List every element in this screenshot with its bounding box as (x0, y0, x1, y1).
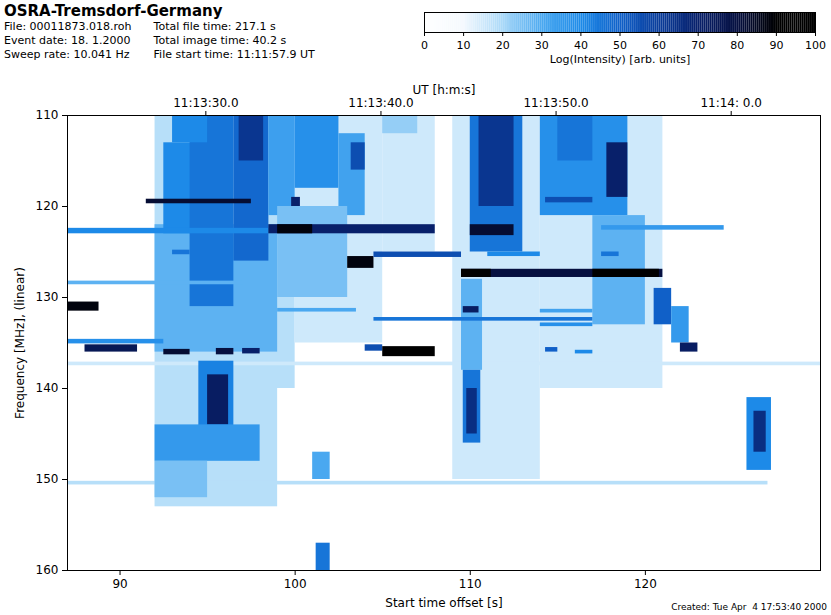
svg-text:90: 90 (769, 39, 783, 52)
svg-text:Frequency [MHz], (linear): Frequency [MHz], (linear) (13, 267, 27, 419)
svg-text:120: 120 (634, 577, 657, 591)
svg-text:20: 20 (496, 39, 510, 52)
svg-text:130: 130 (36, 290, 59, 304)
html-text:File: 00011873.018.roh Event d: File: 00011873.018.roh Event date: 18. 1… (4, 20, 132, 61)
svg-text:110: 110 (459, 577, 482, 591)
html-text:Created: Tue Apr 4 17:53:40 20: Created: Tue Apr 4 17:53:40 2000 (671, 602, 827, 612)
svg-text:60: 60 (652, 39, 666, 52)
svg-text:110: 110 (36, 108, 59, 122)
svg-text:11:13:30.0: 11:13:30.0 (173, 96, 238, 110)
svg-text:10: 10 (457, 39, 471, 52)
svg-text:0: 0 (421, 39, 428, 52)
svg-text:40: 40 (574, 39, 588, 52)
html-text:Total file time: 217.1 s Total: Total file time: 217.1 s Total image tim… (153, 20, 315, 61)
svg-text:70: 70 (691, 39, 705, 52)
svg-text:11:13:40.0: 11:13:40.0 (348, 96, 413, 110)
svg-text:11:13:50.0: 11:13:50.0 (523, 96, 588, 110)
svg-text:11:14: 0.0: 11:14: 0.0 (700, 96, 762, 110)
svg-text:100: 100 (284, 577, 307, 591)
svg-text:80: 80 (730, 39, 744, 52)
svg-text:Log(Intensity) [arb. units]: Log(Intensity) [arb. units] (550, 53, 690, 66)
svg-text:UT [h:m:s]: UT [h:m:s] (413, 83, 476, 97)
svg-text:Start time offset [s]: Start time offset [s] (385, 596, 502, 610)
svg-text:90: 90 (112, 577, 127, 591)
svg-text:50: 50 (613, 39, 627, 52)
svg-text:140: 140 (36, 381, 59, 395)
html-text:OSRA-Tremsdorf-Germany: OSRA-Tremsdorf-Germany (4, 2, 223, 20)
svg-text:160: 160 (36, 563, 59, 577)
svg-text:150: 150 (36, 472, 59, 486)
svg-text:120: 120 (36, 199, 59, 213)
svg-text:30: 30 (535, 39, 549, 52)
svg-text:100: 100 (805, 39, 826, 52)
